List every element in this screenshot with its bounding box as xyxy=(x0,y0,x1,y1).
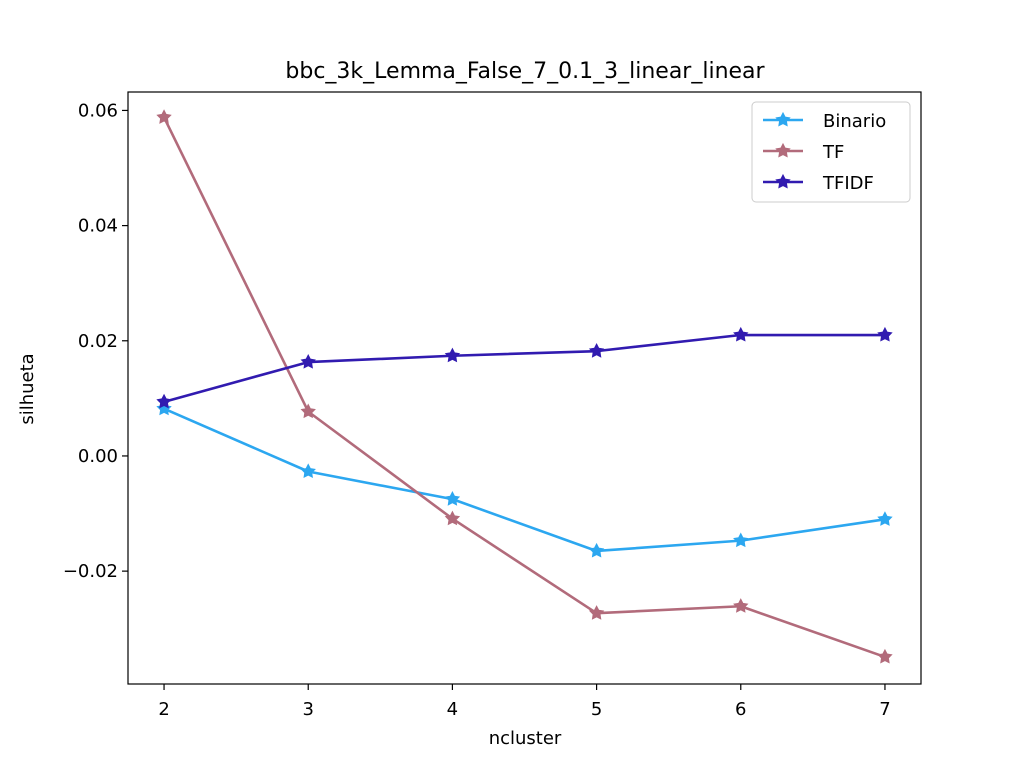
legend: Binario TF TFIDF xyxy=(751,101,911,203)
data-point-tf xyxy=(444,510,461,526)
data-point-tfidf xyxy=(300,354,316,369)
legend-marker-binario xyxy=(775,111,791,127)
data-point-binario xyxy=(300,463,316,479)
data-point-binario xyxy=(733,532,749,548)
data-point-tf xyxy=(733,598,749,613)
series-line-tf xyxy=(162,116,886,659)
data-point-binario xyxy=(156,400,172,416)
x-tick-label: 7 xyxy=(879,699,890,720)
y-tick-label: 0.04 xyxy=(78,216,118,237)
data-point-tf xyxy=(156,109,172,124)
data-point-tf xyxy=(588,605,605,620)
y-tick-label: 0.06 xyxy=(78,100,118,121)
y-tick-label: 0.02 xyxy=(78,331,118,352)
data-point-binario xyxy=(444,491,461,506)
data-point-tfidf xyxy=(877,326,893,342)
x-tick-label: 3 xyxy=(303,699,314,720)
chart-title: bbc_3k_Lemma_False_7_0.1_3_linear_linear xyxy=(285,59,765,84)
data-point-tfidf xyxy=(588,343,605,358)
legend-label-tfidf: TFIDF xyxy=(822,173,874,194)
x-tick-label: 4 xyxy=(447,699,458,720)
x-axis-label: ncluster xyxy=(489,728,562,749)
legend-marker-tfidf xyxy=(775,173,791,189)
series-layer xyxy=(156,109,893,664)
data-point-tfidf xyxy=(156,393,172,409)
x-tick-label: 2 xyxy=(158,699,169,720)
legend-items: Binario TF TFIDF xyxy=(763,111,886,194)
y-axis-ticks: −0.02 0.00 0.02 0.04 0.06 xyxy=(63,100,128,582)
y-axis-label: silhueta xyxy=(17,353,38,424)
axes-frame xyxy=(127,91,922,685)
x-axis-ticks: 2 3 4 5 6 7 xyxy=(158,684,891,720)
y-tick-label: −0.02 xyxy=(63,561,118,582)
x-tick-label: 5 xyxy=(591,699,602,720)
data-point-tf xyxy=(877,648,893,664)
y-tick-label: 0.00 xyxy=(78,446,118,467)
data-point-tfidf xyxy=(733,326,749,342)
legend-label-binario: Binario xyxy=(823,111,886,132)
x-tick-label: 6 xyxy=(735,699,746,720)
series-line-tfidf xyxy=(163,333,885,404)
data-point-binario xyxy=(588,542,605,558)
legend-box xyxy=(751,101,911,203)
legend-marker-tf xyxy=(775,142,791,158)
data-point-binario xyxy=(877,511,893,526)
data-point-tf xyxy=(300,403,316,419)
legend-label-tf: TF xyxy=(822,142,844,163)
series-line-binario xyxy=(163,407,886,553)
data-point-tfidf xyxy=(444,347,461,363)
plot-area: 2 3 4 5 6 7 −0.02 0.00 0.02 0.04 0.06 xyxy=(63,91,922,720)
